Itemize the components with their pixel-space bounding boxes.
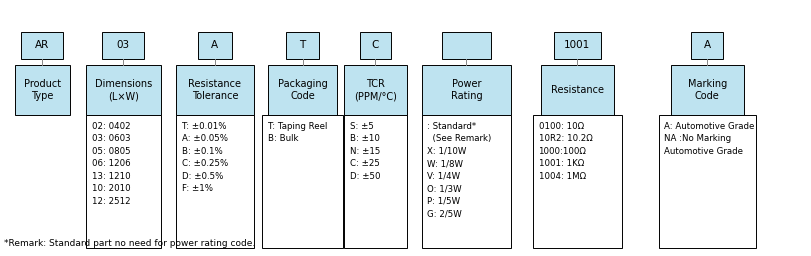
FancyBboxPatch shape xyxy=(268,65,337,115)
Text: T: Taping Reel
B: Bulk: T: Taping Reel B: Bulk xyxy=(268,122,327,143)
Text: Resistance: Resistance xyxy=(551,85,604,95)
Text: *Remark: Standard part no need for power rating code.: *Remark: Standard part no need for power… xyxy=(4,239,255,248)
FancyBboxPatch shape xyxy=(541,65,614,115)
Text: A: A xyxy=(212,40,218,50)
FancyBboxPatch shape xyxy=(442,32,491,59)
Text: AR: AR xyxy=(35,40,49,50)
FancyBboxPatch shape xyxy=(344,65,407,115)
FancyBboxPatch shape xyxy=(176,115,254,248)
FancyBboxPatch shape xyxy=(422,115,511,248)
Text: Resistance
Tolerance: Resistance Tolerance xyxy=(188,79,242,101)
FancyBboxPatch shape xyxy=(262,115,343,248)
FancyBboxPatch shape xyxy=(86,115,161,248)
FancyBboxPatch shape xyxy=(286,32,319,59)
Text: Power
Rating: Power Rating xyxy=(451,79,482,101)
Text: Product
Type: Product Type xyxy=(24,79,61,101)
Text: Marking
Code: Marking Code xyxy=(688,79,727,101)
FancyBboxPatch shape xyxy=(86,65,161,115)
Text: T: ±0.01%
A: ±0.05%
B: ±0.1%
C: ±0.25%
D: ±0.5%
F: ±1%: T: ±0.01% A: ±0.05% B: ±0.1% C: ±0.25% D… xyxy=(182,122,228,193)
Text: TCR
(PPM/°C): TCR (PPM/°C) xyxy=(354,79,397,101)
Text: 03: 03 xyxy=(117,40,130,50)
FancyBboxPatch shape xyxy=(691,32,723,59)
FancyBboxPatch shape xyxy=(422,65,511,115)
Text: : Standard*
  (See Remark)
X: 1/10W
W: 1/8W
V: 1/4W
O: 1/3W
P: 1/5W
G: 2/5W: : Standard* (See Remark) X: 1/10W W: 1/8… xyxy=(427,122,491,218)
Text: Dimensions
(L×W): Dimensions (L×W) xyxy=(95,79,152,101)
Text: Packaging
Code: Packaging Code xyxy=(277,79,328,101)
Text: C: C xyxy=(371,40,380,50)
Text: S: ±5
B: ±10
N: ±15
C: ±25
D: ±50: S: ±5 B: ±10 N: ±15 C: ±25 D: ±50 xyxy=(350,122,380,180)
FancyBboxPatch shape xyxy=(102,32,144,59)
FancyBboxPatch shape xyxy=(360,32,391,59)
FancyBboxPatch shape xyxy=(21,32,63,59)
FancyBboxPatch shape xyxy=(198,32,232,59)
FancyBboxPatch shape xyxy=(671,65,744,115)
Text: A: Automotive Grade
NA :No Marking
Automotive Grade: A: Automotive Grade NA :No Marking Autom… xyxy=(664,122,754,156)
FancyBboxPatch shape xyxy=(659,115,756,248)
Text: 02: 0402
03: 0603
05: 0805
06: 1206
13: 1210
10: 2010
12: 2512: 02: 0402 03: 0603 05: 0805 06: 1206 13: … xyxy=(92,122,131,206)
FancyBboxPatch shape xyxy=(554,32,601,59)
Text: 1001: 1001 xyxy=(564,40,590,50)
FancyBboxPatch shape xyxy=(533,115,622,248)
FancyBboxPatch shape xyxy=(176,65,254,115)
Text: T: T xyxy=(299,40,306,50)
FancyBboxPatch shape xyxy=(344,115,407,248)
Text: 0100: 10Ω
10R2: 10.2Ω
1000:100Ω
1001: 1KΩ
1004: 1MΩ: 0100: 10Ω 10R2: 10.2Ω 1000:100Ω 1001: 1K… xyxy=(539,122,592,180)
Text: A: A xyxy=(704,40,710,50)
FancyBboxPatch shape xyxy=(15,65,70,115)
